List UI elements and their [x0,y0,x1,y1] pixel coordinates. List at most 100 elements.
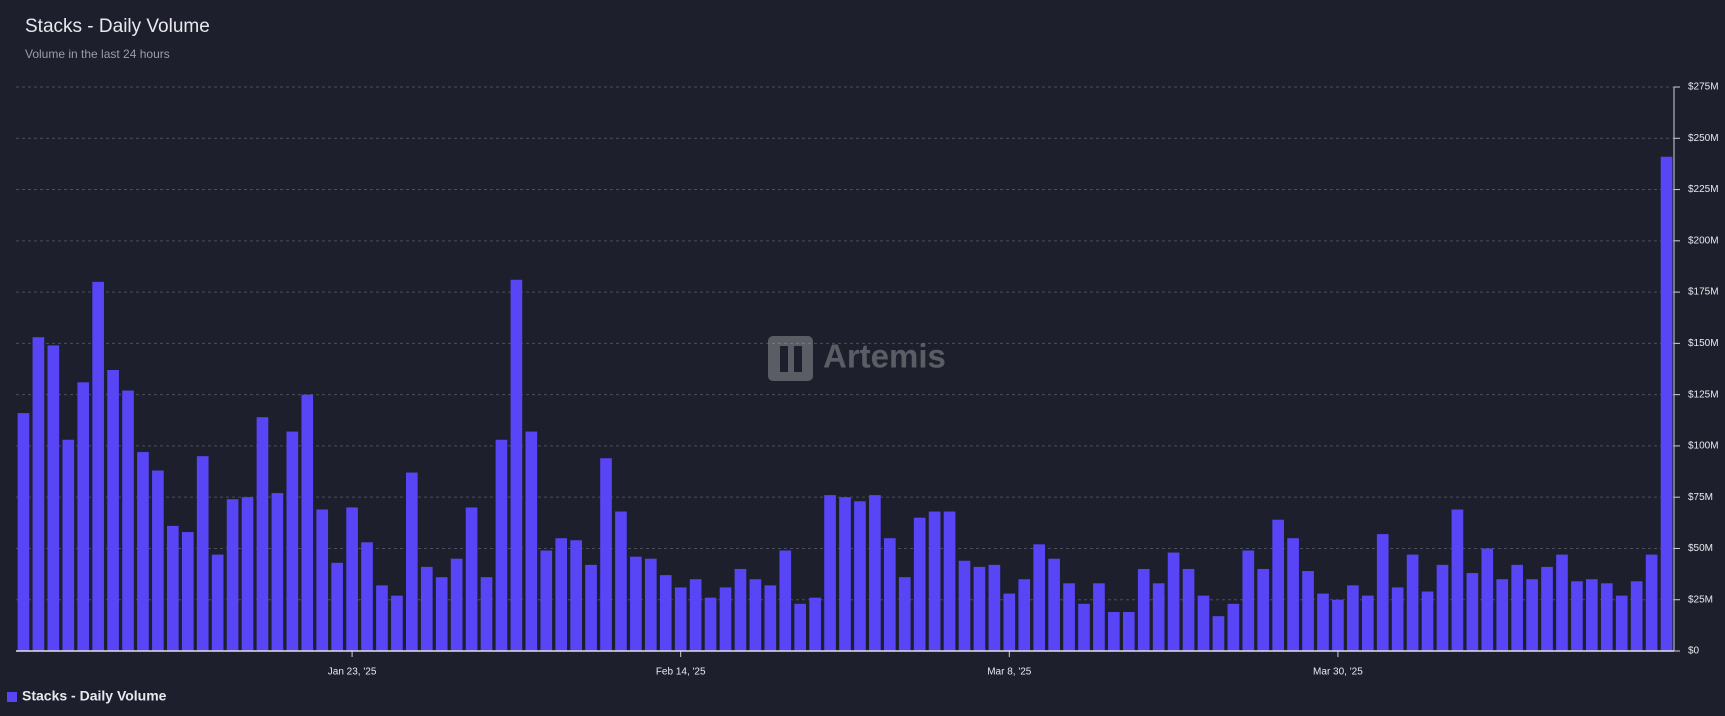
bar [719,587,732,651]
y-tick-label: $225M [1688,184,1719,195]
y-tick-label: $175M [1688,287,1719,298]
bar [540,550,553,651]
bar [883,538,896,651]
bar [1586,579,1598,651]
bar [1466,573,1479,651]
bar [1541,566,1553,651]
watermark-logo-cut [780,346,788,372]
bar [854,501,866,651]
bar [764,585,777,651]
bar [361,542,373,651]
bar [420,566,433,651]
bar [570,540,582,651]
bar [1033,544,1046,651]
legend-swatch [7,692,17,702]
bar [226,499,239,651]
bar [241,497,254,651]
bar [1093,583,1105,651]
bar [1167,552,1180,651]
bar [1257,568,1270,651]
bar [1645,554,1658,651]
bar [600,458,612,651]
bar [77,382,90,651]
bar [973,566,986,651]
bar [331,562,343,651]
bar [988,564,1001,651]
bar [480,577,493,651]
bar [1660,156,1673,652]
bar [62,439,75,651]
bar [346,507,358,651]
y-tick-label: $25M [1688,594,1713,605]
bar [181,532,194,651]
y-tick-label: $0 [1688,646,1700,657]
bar [689,579,702,651]
bar [958,560,971,651]
bar [376,585,388,651]
bar [435,577,448,651]
bar [1436,564,1449,651]
bar [301,394,314,651]
bar [1287,538,1299,651]
bar [1078,603,1090,651]
legend-label: Stacks - Daily Volume [22,688,167,704]
bar [1406,554,1419,651]
bar [704,597,717,651]
bar [674,587,687,651]
bar [1615,595,1628,651]
bar [1272,519,1284,651]
bar [107,370,119,651]
bar [271,493,284,651]
bar [1242,550,1255,651]
bar [555,538,568,651]
watermark: Artemis [768,336,946,381]
bar [1347,585,1359,651]
y-tick-label: $250M [1688,133,1719,144]
bar [1600,583,1613,651]
bar [406,472,418,651]
chart-subtitle: Volume in the last 24 hours [25,47,170,61]
bar [525,431,538,651]
bar [615,511,627,651]
bar [1451,509,1464,651]
bar [465,507,478,651]
x-tick-label: Mar 30, '25 [1313,667,1363,678]
bar [152,470,164,651]
y-tick-label: $125M [1688,389,1719,400]
bar [943,511,956,651]
bar [1003,593,1016,651]
bar [898,577,911,651]
bar [1496,579,1509,651]
bar [17,413,30,651]
bar [794,603,807,651]
bar [1481,548,1494,651]
bar [92,281,104,651]
bar [391,595,403,651]
y-tick-label: $275M [1688,82,1719,93]
bar [1526,579,1538,651]
bar [809,597,821,651]
bar [749,579,762,651]
bar [32,337,45,651]
bar [1332,599,1344,651]
bar [1197,595,1210,651]
bar [1182,568,1195,651]
bar [1227,603,1240,651]
x-tick-label: Feb 14, '25 [656,667,706,678]
bar [839,497,851,651]
y-tick-label: $50M [1688,543,1713,554]
bar [1421,591,1434,651]
bar [659,575,672,651]
bar [644,558,657,651]
bar [316,509,329,651]
bar [734,568,747,651]
bar [630,556,642,651]
bar [913,517,926,651]
y-tick-label: $100M [1688,441,1719,452]
bar [1048,558,1060,651]
bar [1302,571,1314,651]
bar [1376,534,1389,651]
bar [256,417,269,651]
